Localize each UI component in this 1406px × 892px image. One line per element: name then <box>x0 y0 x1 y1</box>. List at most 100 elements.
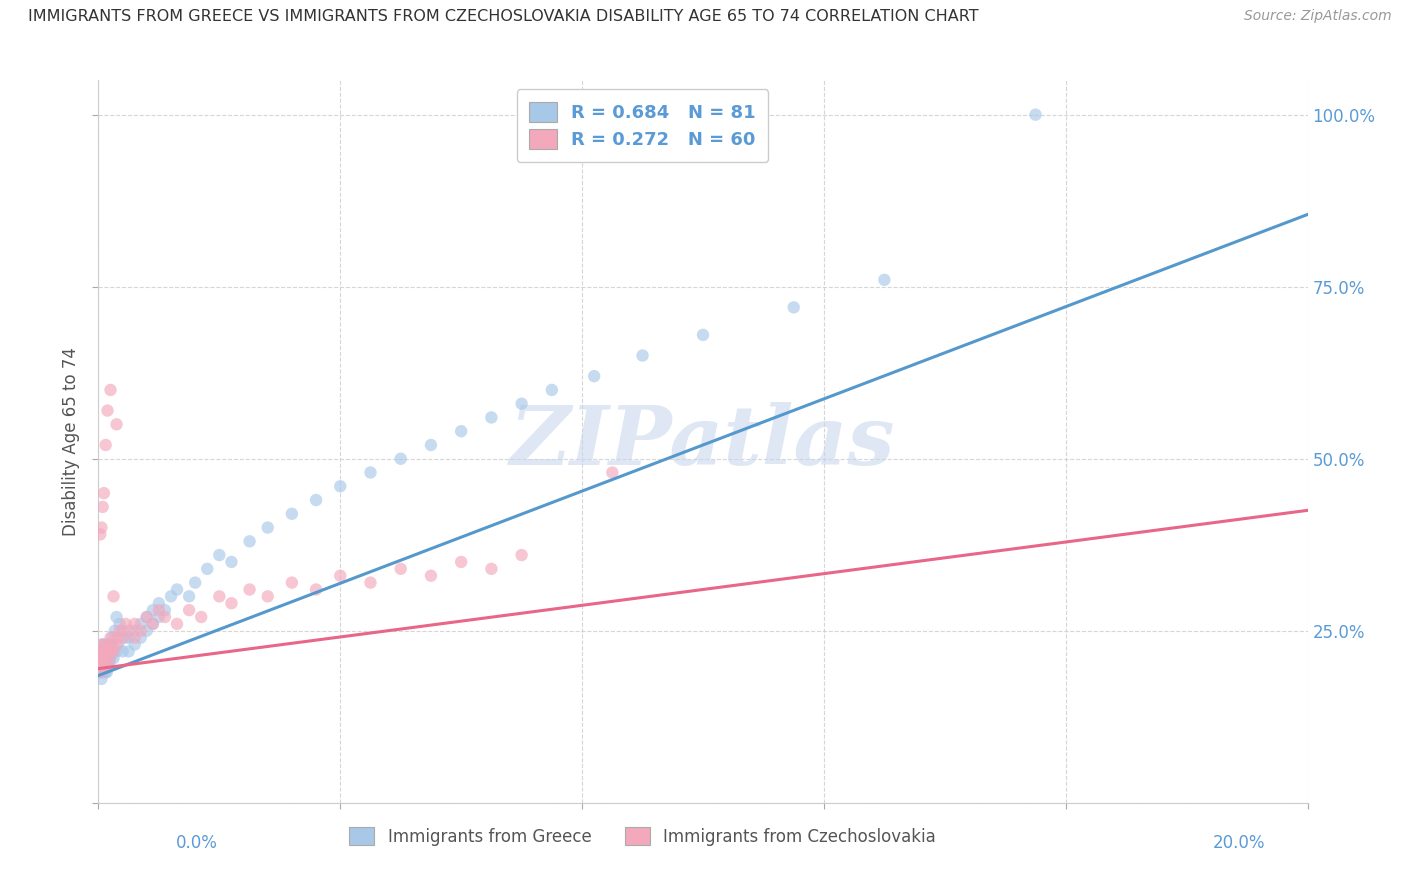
Point <box>114 631 136 645</box>
Point <box>93 651 115 665</box>
Point <box>450 555 472 569</box>
Point <box>510 548 533 562</box>
Point <box>100 638 122 652</box>
Point <box>96 658 118 673</box>
Point <box>281 507 304 521</box>
Point <box>118 624 141 638</box>
Point <box>89 651 111 665</box>
Point <box>329 479 352 493</box>
Point <box>100 631 122 645</box>
Point <box>124 638 146 652</box>
Point <box>90 665 112 679</box>
Point <box>179 590 201 604</box>
Point <box>114 616 136 631</box>
Point <box>94 644 117 658</box>
Point <box>90 651 112 665</box>
Point <box>166 582 188 597</box>
Text: ZIPatlas: ZIPatlas <box>510 401 896 482</box>
Point <box>360 466 382 480</box>
Point <box>540 383 562 397</box>
Point <box>221 555 243 569</box>
Point <box>583 369 606 384</box>
Point <box>91 658 114 673</box>
Point <box>96 403 118 417</box>
Point <box>93 486 115 500</box>
Point <box>305 493 328 508</box>
Point <box>148 596 170 610</box>
Point <box>135 624 157 638</box>
Text: Source: ZipAtlas.com: Source: ZipAtlas.com <box>1244 9 1392 23</box>
Point <box>89 527 111 541</box>
Point <box>135 610 157 624</box>
Point <box>329 568 352 582</box>
Point <box>118 644 141 658</box>
Point <box>129 616 152 631</box>
Point <box>93 658 115 673</box>
Point <box>90 651 112 665</box>
Text: IMMIGRANTS FROM GREECE VS IMMIGRANTS FROM CZECHOSLOVAKIA DISABILITY AGE 65 TO 74: IMMIGRANTS FROM GREECE VS IMMIGRANTS FRO… <box>28 9 979 24</box>
Point <box>94 658 117 673</box>
Point <box>97 651 120 665</box>
Point <box>90 644 112 658</box>
Point <box>93 658 115 673</box>
Point <box>190 610 212 624</box>
Point <box>208 590 231 604</box>
Point <box>873 273 896 287</box>
Point <box>111 624 134 638</box>
Point <box>96 665 118 679</box>
Point <box>91 644 114 658</box>
Point <box>166 616 188 631</box>
Point <box>100 644 122 658</box>
Point <box>105 610 128 624</box>
Point <box>420 438 443 452</box>
Point <box>129 624 152 638</box>
Point <box>91 638 114 652</box>
Text: 20.0%: 20.0% <box>1213 834 1265 852</box>
Point <box>91 638 114 652</box>
Point <box>450 424 472 438</box>
Point <box>90 665 112 679</box>
Y-axis label: Disability Age 65 to 74: Disability Age 65 to 74 <box>62 347 80 536</box>
Point <box>93 644 115 658</box>
Point <box>100 651 122 665</box>
Point <box>148 610 170 624</box>
Point <box>256 590 278 604</box>
Point <box>129 631 152 645</box>
Point <box>105 644 128 658</box>
Point <box>148 603 170 617</box>
Point <box>195 562 218 576</box>
Point <box>96 638 118 652</box>
Point <box>90 644 112 658</box>
Point <box>90 672 112 686</box>
Point <box>108 616 131 631</box>
Point <box>89 658 111 673</box>
Point <box>94 651 117 665</box>
Point <box>1024 108 1046 122</box>
Point <box>389 562 412 576</box>
Legend: Immigrants from Greece, Immigrants from Czechoslovakia: Immigrants from Greece, Immigrants from … <box>339 817 946 856</box>
Point <box>153 603 176 617</box>
Point <box>91 665 114 679</box>
Point <box>124 616 146 631</box>
Point <box>256 520 278 534</box>
Point <box>142 616 165 631</box>
Point <box>389 451 412 466</box>
Point <box>89 658 111 673</box>
Point <box>97 644 120 658</box>
Point <box>96 644 118 658</box>
Text: 0.0%: 0.0% <box>176 834 218 852</box>
Point <box>124 631 146 645</box>
Point <box>91 658 114 673</box>
Point <box>142 616 165 631</box>
Point <box>105 638 128 652</box>
Point <box>103 590 125 604</box>
Point <box>98 651 121 665</box>
Point <box>103 651 125 665</box>
Point <box>90 520 112 534</box>
Point <box>221 596 243 610</box>
Point <box>96 658 118 673</box>
Point <box>97 644 120 658</box>
Point <box>160 590 183 604</box>
Point <box>96 651 118 665</box>
Point <box>692 327 714 342</box>
